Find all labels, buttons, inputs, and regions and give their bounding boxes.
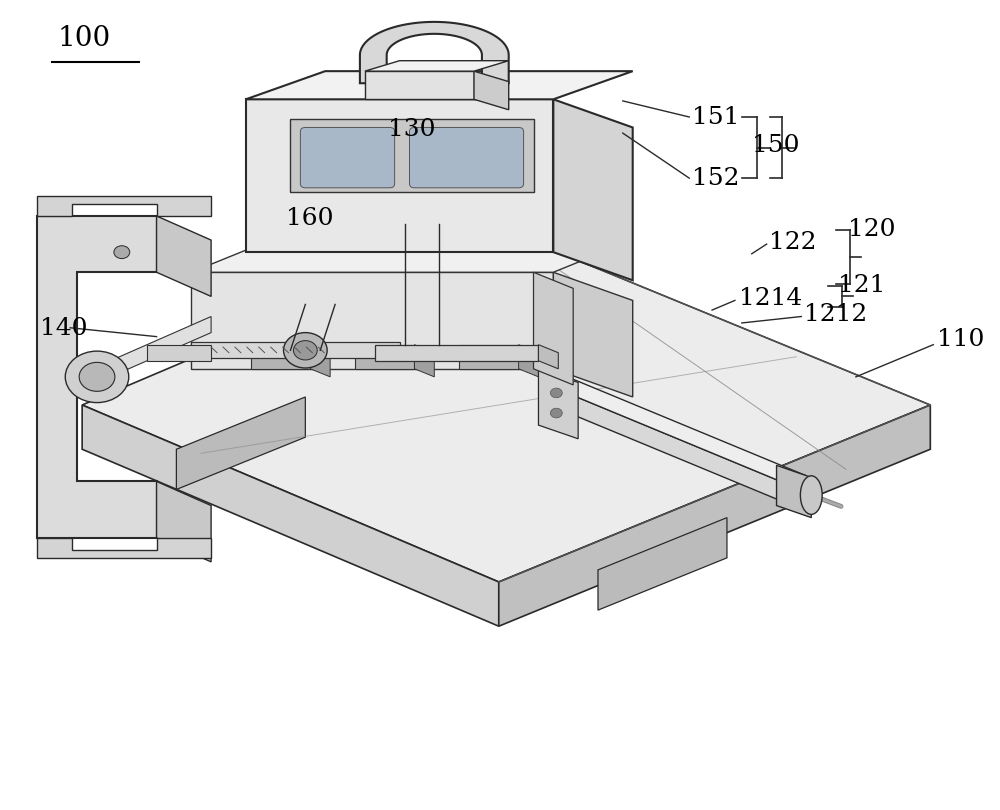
Polygon shape bbox=[37, 538, 211, 558]
Polygon shape bbox=[553, 100, 633, 280]
Polygon shape bbox=[37, 216, 157, 538]
Polygon shape bbox=[191, 272, 553, 369]
Polygon shape bbox=[375, 345, 538, 360]
Polygon shape bbox=[355, 345, 414, 369]
Polygon shape bbox=[534, 272, 573, 385]
Circle shape bbox=[550, 408, 562, 418]
Polygon shape bbox=[360, 22, 509, 83]
Text: 160: 160 bbox=[286, 207, 333, 230]
Polygon shape bbox=[543, 377, 573, 425]
Polygon shape bbox=[176, 397, 305, 489]
Polygon shape bbox=[246, 71, 633, 100]
Polygon shape bbox=[82, 405, 499, 626]
Text: 1214: 1214 bbox=[739, 288, 802, 310]
Text: 100: 100 bbox=[57, 25, 111, 53]
Polygon shape bbox=[37, 196, 211, 216]
Polygon shape bbox=[459, 345, 519, 369]
Text: 1212: 1212 bbox=[804, 304, 868, 326]
Polygon shape bbox=[474, 71, 509, 110]
Polygon shape bbox=[553, 272, 633, 397]
Polygon shape bbox=[82, 228, 930, 582]
Polygon shape bbox=[553, 379, 806, 484]
Polygon shape bbox=[157, 481, 211, 562]
Polygon shape bbox=[365, 71, 474, 100]
Circle shape bbox=[114, 245, 130, 258]
Circle shape bbox=[284, 333, 327, 368]
Polygon shape bbox=[414, 345, 434, 377]
Polygon shape bbox=[598, 518, 727, 610]
FancyBboxPatch shape bbox=[410, 127, 524, 188]
Text: 152: 152 bbox=[692, 167, 740, 190]
Polygon shape bbox=[310, 345, 330, 377]
Polygon shape bbox=[290, 119, 534, 192]
Polygon shape bbox=[519, 345, 538, 377]
Text: 140: 140 bbox=[40, 317, 88, 340]
Text: 120: 120 bbox=[848, 218, 895, 241]
Text: 130: 130 bbox=[388, 118, 435, 142]
Polygon shape bbox=[538, 345, 558, 369]
Polygon shape bbox=[147, 345, 211, 360]
Circle shape bbox=[65, 351, 129, 403]
Polygon shape bbox=[246, 100, 553, 252]
Circle shape bbox=[550, 388, 562, 398]
Polygon shape bbox=[157, 216, 211, 296]
Text: 121: 121 bbox=[838, 275, 885, 297]
Polygon shape bbox=[191, 343, 400, 358]
Polygon shape bbox=[538, 369, 578, 439]
Polygon shape bbox=[191, 240, 633, 272]
Ellipse shape bbox=[800, 475, 822, 514]
Circle shape bbox=[293, 341, 317, 360]
Polygon shape bbox=[553, 387, 786, 503]
Polygon shape bbox=[499, 405, 930, 626]
FancyBboxPatch shape bbox=[300, 127, 395, 188]
Text: 122: 122 bbox=[769, 231, 816, 254]
Polygon shape bbox=[365, 61, 509, 71]
Circle shape bbox=[79, 362, 115, 391]
Polygon shape bbox=[92, 317, 211, 385]
Text: 151: 151 bbox=[692, 105, 740, 129]
Text: 110: 110 bbox=[937, 327, 985, 351]
Polygon shape bbox=[251, 345, 310, 369]
Polygon shape bbox=[777, 465, 811, 518]
Text: 150: 150 bbox=[752, 134, 799, 157]
